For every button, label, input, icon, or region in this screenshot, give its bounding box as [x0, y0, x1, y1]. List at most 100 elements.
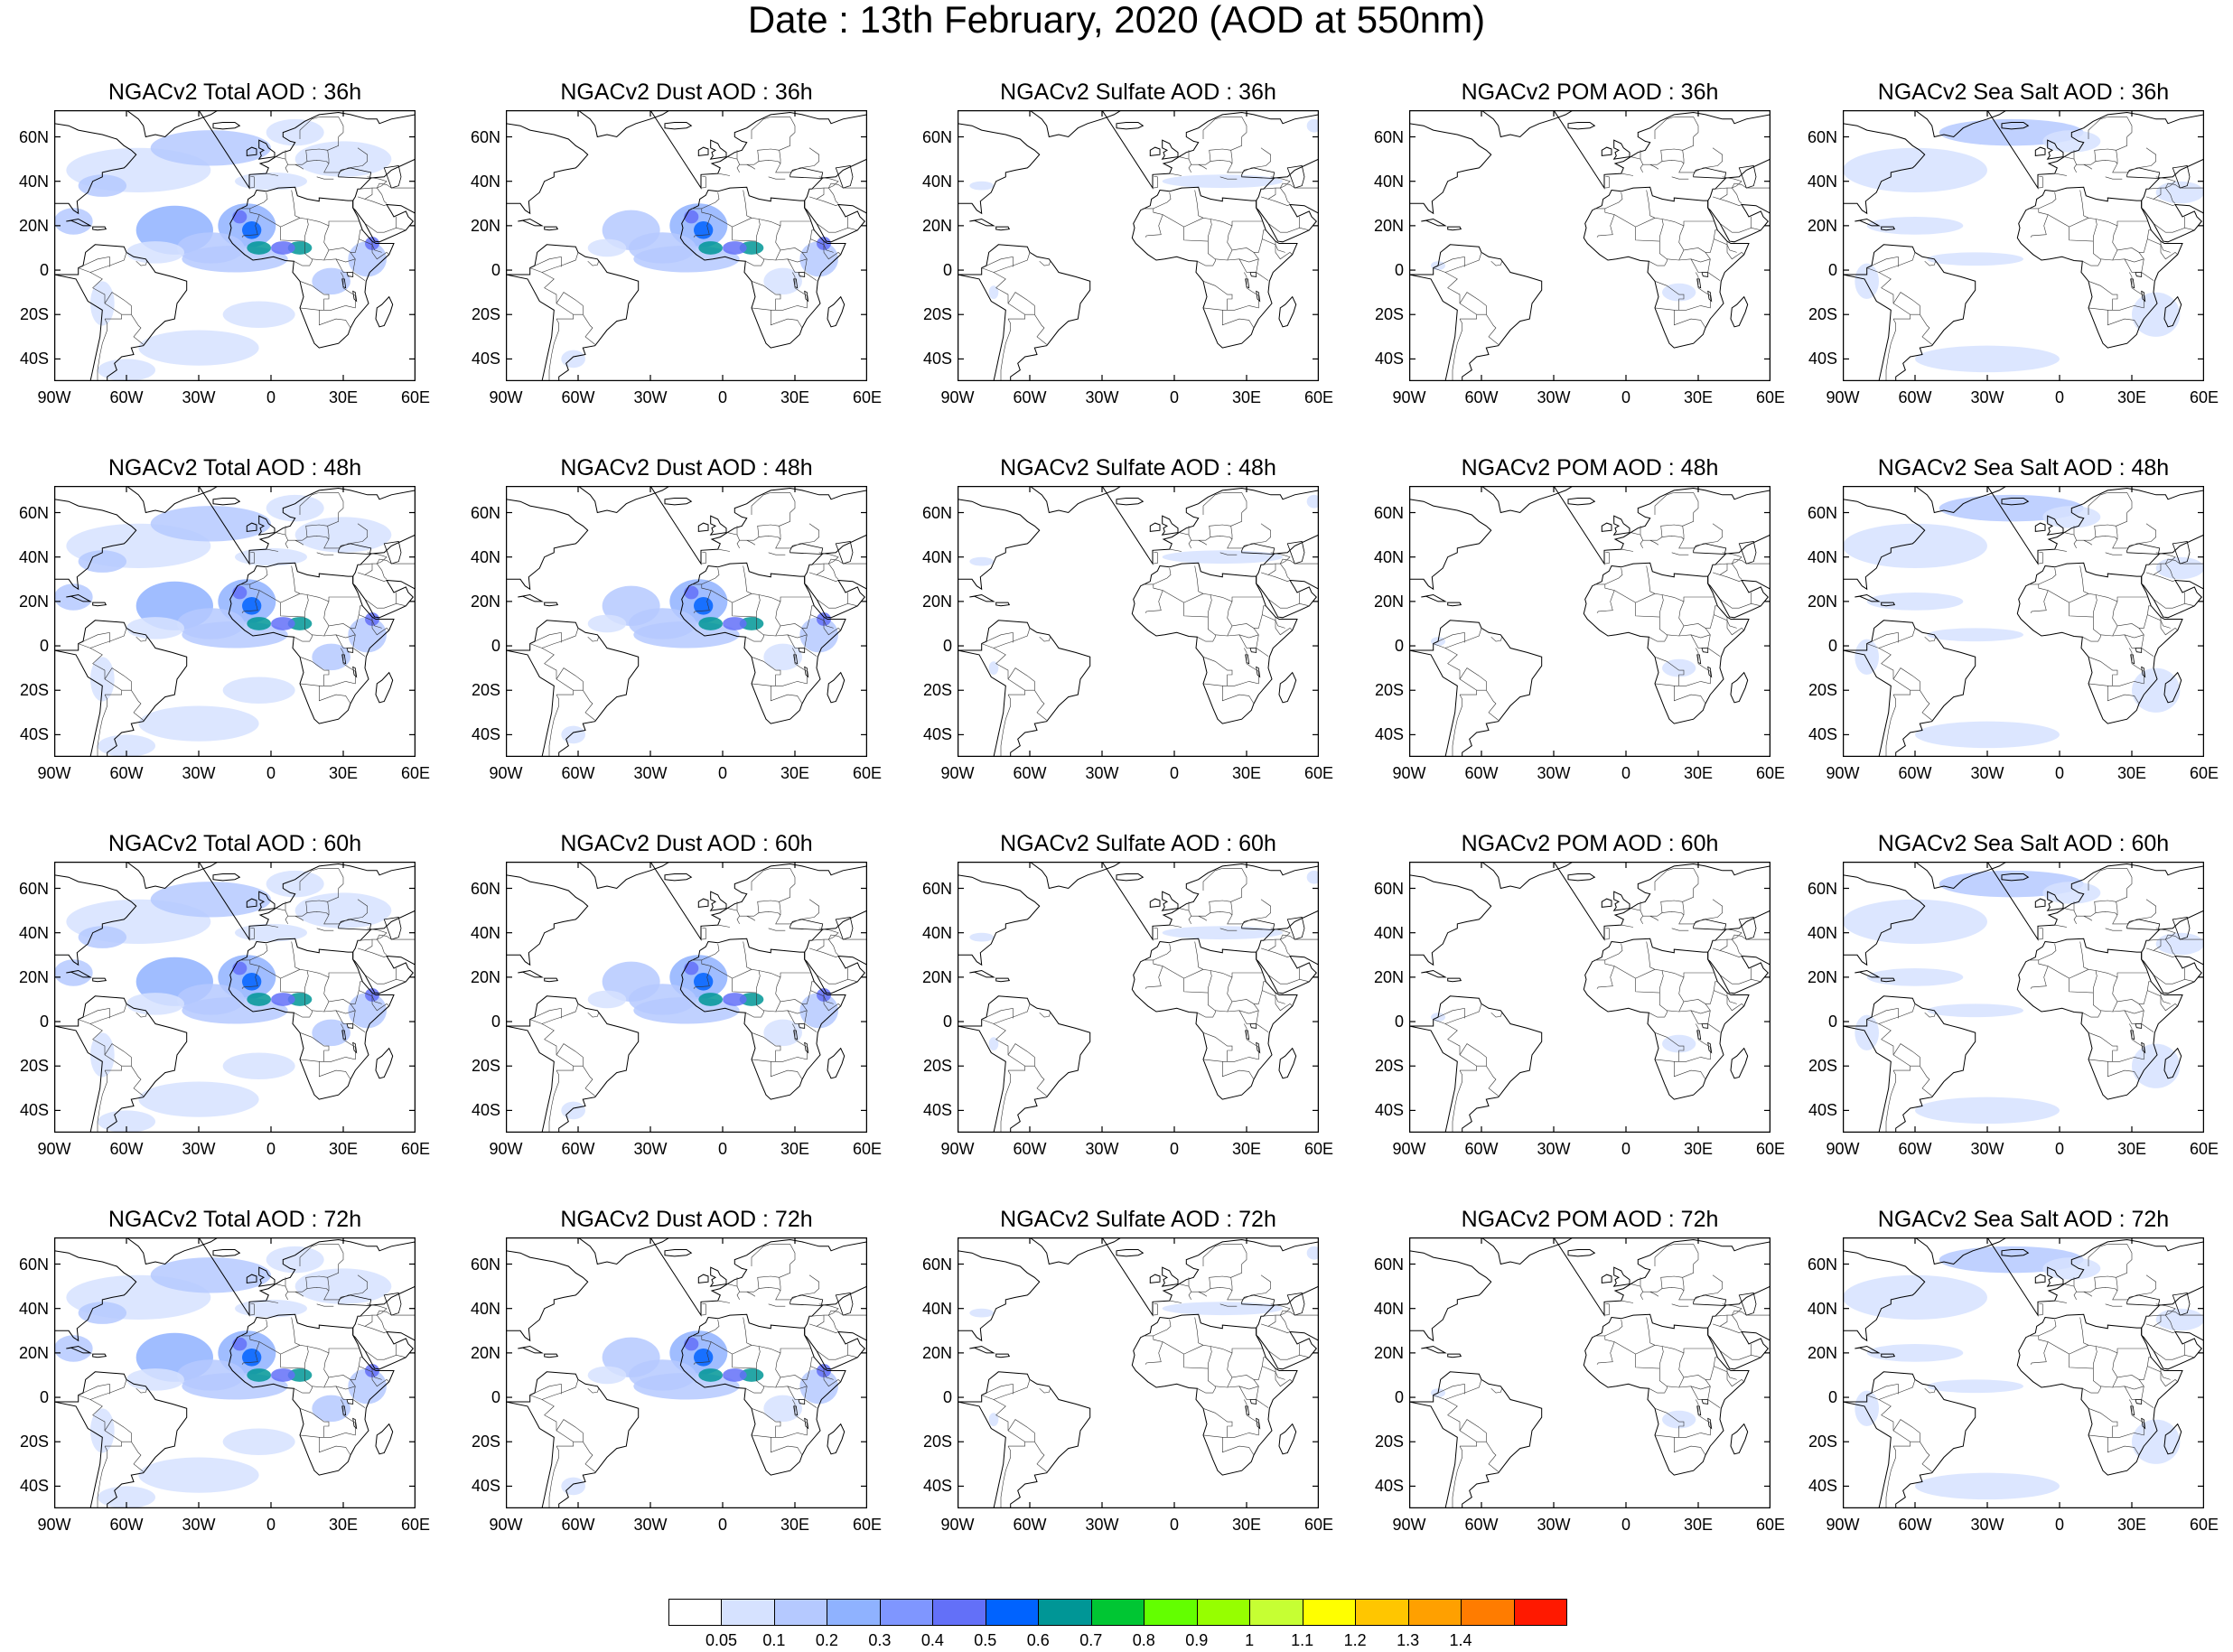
- lon-tick-label: 90W: [489, 1140, 523, 1158]
- panel-title: NGACv2 Sea Salt AOD : 60h: [1877, 831, 2170, 856]
- lat-tick-label: 20N: [921, 1343, 952, 1362]
- lon-tick-label: 90W: [1392, 1140, 1426, 1158]
- lon-tick-label: 60W: [561, 388, 595, 406]
- lat-tick-label: 40S: [1808, 1101, 1837, 1120]
- lat-tick-label: 20N: [1373, 592, 1404, 611]
- lon-tick-label: 0: [717, 388, 727, 406]
- map-panel-total-r1: NGACv2 Total AOD : 48h 60N 40N 20N 0 20S 40S 90…: [0, 455, 452, 807]
- lat-tick-label: 20N: [470, 216, 500, 235]
- lon-tick-label: 60E: [852, 388, 883, 406]
- lat-tick-label: 20S: [1808, 1057, 1837, 1076]
- lat-tick-label: 20N: [18, 967, 49, 986]
- panel-title: NGACv2 Dust AOD : 36h: [560, 79, 813, 105]
- lat-tick-label: 0: [1394, 637, 1404, 656]
- colorbar-swatch: [1355, 1599, 1409, 1626]
- lon-tick-label: 30E: [1683, 764, 1714, 782]
- lat-tick-label: 20N: [1807, 592, 1837, 611]
- lon-tick-label: 30W: [1970, 388, 2004, 406]
- colorbar-swatch: [1090, 1599, 1145, 1626]
- panel-title: NGACv2 Sea Salt AOD : 36h: [1877, 79, 2170, 105]
- colorbar-label: 0.8: [1132, 1631, 1155, 1649]
- map-panel-pom-r1: NGACv2 POM AOD : 48h 60N 40N 20N 0 20S 40S 90W 6…: [1355, 455, 1807, 807]
- lat-tick-label: 0: [491, 1388, 500, 1407]
- map-panel-total-r3: NGACv2 Total AOD : 72h 60N 40N 20N 0 20S 40S 90…: [0, 1207, 452, 1559]
- lat-tick-label: 20S: [922, 1057, 952, 1076]
- panel-title: NGACv2 Dust AOD : 72h: [560, 1207, 813, 1232]
- lat-tick-label: 40N: [470, 923, 500, 942]
- lon-tick-label: 60W: [1898, 1140, 1932, 1158]
- lat-tick-label: 20S: [19, 681, 49, 700]
- map-panel-seasalt-r0: NGACv2 Sea Salt AOD : 36h 60N 40N 20N 0 20S 40…: [1789, 79, 2233, 432]
- lat-tick-label: 60N: [18, 879, 49, 898]
- lon-tick-label: 90W: [1826, 388, 1860, 406]
- lon-tick-label: 30E: [2116, 1516, 2147, 1534]
- lat-tick-label: 40S: [922, 1101, 952, 1120]
- lon-tick-label: 30E: [328, 1140, 359, 1158]
- colorbar-label: 0.6: [1026, 1631, 1050, 1649]
- lon-tick-label: 30W: [1537, 764, 1571, 782]
- lat-tick-label: 40N: [1373, 172, 1404, 191]
- lon-tick-label: 60W: [109, 764, 144, 782]
- map-panel-total-r2: NGACv2 Total AOD : 60h 60N 40N 20N 0 20S 40S 90…: [0, 831, 452, 1183]
- lon-tick-label: 30W: [1537, 1516, 1571, 1534]
- lon-tick-label: 30W: [182, 388, 216, 406]
- lon-tick-label: 90W: [489, 388, 523, 406]
- lat-tick-label: 0: [1827, 1013, 1837, 1031]
- lon-tick-label: 30W: [182, 1516, 216, 1534]
- lon-tick-label: 30W: [633, 388, 668, 406]
- lat-tick-label: 40S: [922, 350, 952, 369]
- lon-tick-label: 30E: [1683, 1140, 1714, 1158]
- panel-title: NGACv2 POM AOD : 72h: [1461, 1207, 1719, 1232]
- lat-tick-label: 20N: [1807, 216, 1837, 235]
- map-panel-dust-r3: NGACv2 Dust AOD : 72h 60N 40N 20N 0 20S 40S 90W…: [452, 1207, 903, 1559]
- lat-tick-label: 40N: [1807, 1299, 1837, 1318]
- lat-tick-label: 60N: [1807, 1255, 1837, 1274]
- lat-tick-label: 20S: [19, 1433, 49, 1451]
- lon-tick-label: 60W: [1013, 1516, 1047, 1534]
- lat-tick-label: 0: [1394, 1388, 1404, 1407]
- lat-tick-label: 40N: [1373, 547, 1404, 566]
- lon-tick-label: 30E: [2116, 1140, 2147, 1158]
- lat-tick-label: 20N: [1373, 216, 1404, 235]
- map-panel-dust-r2: NGACv2 Dust AOD : 60h 60N 40N 20N 0 20S 40S 90W…: [452, 831, 903, 1183]
- colorbar-swatch: [721, 1599, 775, 1626]
- map-panel-seasalt-r3: NGACv2 Sea Salt AOD : 72h 60N 40N 20N 0 20S 40…: [1789, 1207, 2233, 1559]
- lat-tick-label: 20S: [1374, 681, 1404, 700]
- map-panel-pom-r0: NGACv2 POM AOD : 36h 60N 40N 20N 0 20S 40S 90W 6…: [1355, 79, 1807, 432]
- lat-tick-label: 20N: [1373, 967, 1404, 986]
- lon-tick-label: 60E: [400, 764, 431, 782]
- aod-map: [1409, 1237, 1771, 1508]
- lon-tick-label: 90W: [37, 388, 71, 406]
- lon-tick-label: 60E: [1755, 1140, 1786, 1158]
- lon-tick-label: 30W: [1085, 388, 1119, 406]
- lat-tick-label: 20N: [1373, 1343, 1404, 1362]
- lon-tick-label: 0: [2054, 1516, 2064, 1534]
- lon-tick-label: 0: [2054, 388, 2064, 406]
- lat-tick-label: 20S: [1374, 1433, 1404, 1451]
- colorbar-swatch: [1513, 1599, 1567, 1626]
- lat-tick-label: 40S: [1808, 350, 1837, 369]
- lat-tick-label: 40S: [19, 725, 49, 744]
- lon-tick-label: 90W: [489, 764, 523, 782]
- aod-map: [1843, 1237, 2204, 1508]
- aod-map: [506, 1237, 867, 1508]
- lon-tick-label: 60E: [2189, 1140, 2219, 1158]
- lat-tick-label: 60N: [1807, 879, 1837, 898]
- lat-tick-label: 40N: [1807, 923, 1837, 942]
- lat-tick-label: 0: [1827, 637, 1837, 656]
- lat-tick-label: 20N: [470, 1343, 500, 1362]
- lat-tick-label: 0: [942, 637, 952, 656]
- panel-title: NGACv2 POM AOD : 60h: [1461, 831, 1719, 856]
- lat-tick-label: 60N: [470, 503, 500, 522]
- lon-tick-label: 90W: [1392, 1516, 1426, 1534]
- lon-tick-label: 30E: [1683, 1516, 1714, 1534]
- lon-tick-label: 60E: [1303, 388, 1334, 406]
- colorbar-swatch: [879, 1599, 934, 1626]
- aod-map: [1409, 862, 1771, 1133]
- lat-tick-label: 60N: [1373, 1255, 1404, 1274]
- lon-tick-label: 30W: [182, 1140, 216, 1158]
- lat-tick-label: 0: [39, 261, 49, 280]
- lat-tick-label: 40N: [18, 547, 49, 566]
- lat-tick-label: 60N: [1373, 879, 1404, 898]
- lon-tick-label: 90W: [1392, 764, 1426, 782]
